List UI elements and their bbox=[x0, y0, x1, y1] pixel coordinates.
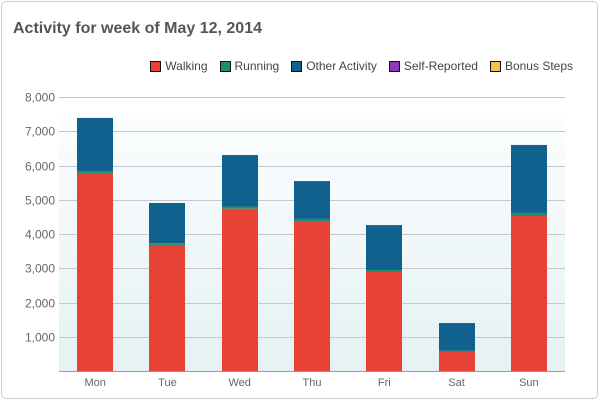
bar-walking-sun[interactable] bbox=[511, 216, 547, 371]
legend-label: Other Activity bbox=[306, 59, 377, 73]
y-tick-label: 3,000 bbox=[25, 262, 55, 276]
bar-walking-fri[interactable] bbox=[366, 272, 402, 371]
bar-running-wed[interactable] bbox=[222, 206, 258, 209]
legend-item-self-reported[interactable]: Self-Reported bbox=[388, 59, 478, 73]
legend-swatch-walking bbox=[150, 60, 162, 72]
bar-running-fri[interactable] bbox=[366, 269, 402, 273]
legend-item-walking[interactable]: Walking bbox=[150, 59, 208, 73]
y-tick-label: 8,000 bbox=[25, 91, 55, 105]
bar-running-tue[interactable] bbox=[149, 243, 185, 245]
y-tick-label: 6,000 bbox=[25, 160, 55, 174]
legend-label: Self-Reported bbox=[403, 59, 478, 73]
legend-item-bonus-steps[interactable]: Bonus Steps bbox=[489, 59, 573, 73]
x-tick-label: Mon bbox=[84, 377, 105, 389]
x-tick-label: Tue bbox=[158, 377, 177, 389]
bar-running-mon[interactable] bbox=[77, 170, 113, 174]
y-tick-label: 2,000 bbox=[25, 297, 55, 311]
legend-swatch-other-activity bbox=[291, 60, 303, 72]
bar-walking-wed[interactable] bbox=[222, 208, 258, 371]
x-tick-label: Sat bbox=[448, 377, 465, 389]
bar-other-activity-sat[interactable] bbox=[439, 323, 475, 351]
y-tick-label: 5,000 bbox=[25, 194, 55, 208]
bar-walking-tue[interactable] bbox=[149, 244, 185, 371]
x-tick-label: Thu bbox=[303, 377, 322, 389]
bar-running-sat[interactable] bbox=[439, 350, 475, 352]
x-tick-label: Fri bbox=[378, 377, 391, 389]
legend-item-other-activity[interactable]: Other Activity bbox=[291, 59, 377, 73]
bar-other-activity-sun[interactable] bbox=[511, 144, 547, 213]
bar-running-sun[interactable] bbox=[511, 212, 547, 217]
legend-item-running[interactable]: Running bbox=[219, 59, 280, 73]
bar-walking-thu[interactable] bbox=[294, 220, 330, 371]
bar-walking-sat[interactable] bbox=[439, 351, 475, 371]
bar-running-thu[interactable] bbox=[294, 218, 330, 221]
bar-other-activity-wed[interactable] bbox=[222, 155, 258, 207]
legend-swatch-self-reported bbox=[388, 60, 400, 72]
y-tick-label: 7,000 bbox=[25, 125, 55, 139]
x-tick-label: Wed bbox=[229, 377, 251, 389]
x-tick-label: Sun bbox=[519, 377, 539, 389]
legend-label: Running bbox=[234, 59, 280, 73]
legend-label: Bonus Steps bbox=[504, 59, 573, 73]
bar-other-activity-mon[interactable] bbox=[77, 117, 113, 171]
legend-swatch-bonus-steps bbox=[489, 60, 501, 72]
bar-other-activity-tue[interactable] bbox=[149, 203, 185, 244]
legend: Walking Running Other Activity Self-Repo… bbox=[138, 59, 573, 73]
legend-label: Walking bbox=[165, 59, 208, 73]
bar-other-activity-fri[interactable] bbox=[366, 225, 402, 270]
legend-swatch-running bbox=[219, 60, 231, 72]
bar-other-activity-thu[interactable] bbox=[294, 181, 330, 219]
y-tick-label: 4,000 bbox=[25, 228, 55, 242]
bar-walking-mon[interactable] bbox=[77, 173, 113, 371]
y-tick-label: 1,000 bbox=[25, 331, 55, 345]
chart-title: Activity for week of May 12, 2014 bbox=[13, 20, 262, 37]
